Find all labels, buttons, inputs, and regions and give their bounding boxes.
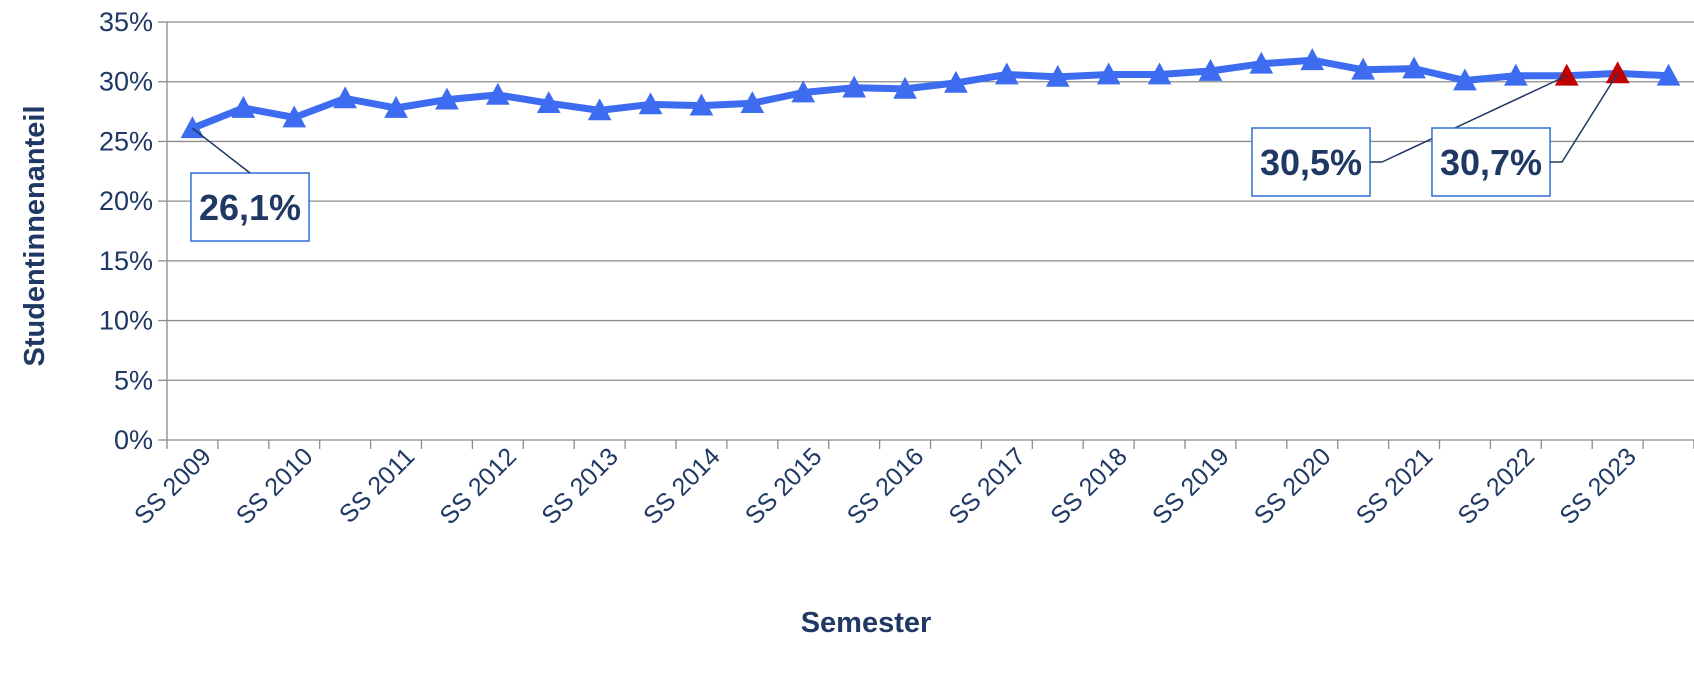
series-studentinnenanteil xyxy=(180,48,1681,139)
data-point xyxy=(1198,58,1223,81)
data-point xyxy=(893,76,917,99)
data-point xyxy=(1504,63,1528,86)
callout-box xyxy=(1251,127,1371,197)
x-tick-label: SS 2021 xyxy=(1351,442,1439,530)
data-point xyxy=(1147,62,1172,85)
x-tick-label: SS 2010 xyxy=(231,442,319,530)
x-tick-label: SS 2013 xyxy=(536,442,624,530)
x-axis-ticks: SS 2009 SS 2010 SS 2011 SS 2012 SS 2013 SS 20… xyxy=(129,442,1642,530)
x-tick-label: SS 2022 xyxy=(1452,442,1540,530)
x-tick-label: SS 2017 xyxy=(943,442,1031,530)
data-point xyxy=(1249,51,1274,74)
data-label-callouts: 26,1% 30,5% 30,7% xyxy=(190,72,1619,242)
x-tick-label: SS 2012 xyxy=(434,442,522,530)
data-point xyxy=(1096,62,1121,85)
y-tick-label: 25% xyxy=(99,126,153,156)
data-point xyxy=(333,86,357,109)
callout-leader xyxy=(1370,75,1568,163)
y-axis-ticks: 0% 5% 10% 15% 20% 25% 30% 35% xyxy=(99,7,168,455)
data-point xyxy=(587,98,612,121)
x-tick-label: SS 2019 xyxy=(1147,442,1235,530)
data-point xyxy=(842,75,866,98)
callout: 30,7% xyxy=(1431,127,1551,197)
data-point xyxy=(1351,57,1375,80)
data-point xyxy=(231,95,256,118)
y-axis-title: Studentinnenanteil xyxy=(19,106,51,367)
data-point xyxy=(689,93,714,116)
data-point xyxy=(1656,63,1681,86)
data-point xyxy=(536,91,561,114)
y-tick-label: 0% xyxy=(114,425,153,455)
x-tick-label: SS 2011 xyxy=(334,442,420,528)
data-point xyxy=(1045,64,1070,87)
y-tick-label: 20% xyxy=(99,186,153,216)
callout-label: 30,7% xyxy=(1440,142,1542,183)
x-axis-title: Semester xyxy=(801,607,932,639)
data-point xyxy=(486,82,510,105)
x-tick-label: SS 2015 xyxy=(740,442,828,530)
callout-box xyxy=(1431,127,1551,197)
data-point xyxy=(740,91,765,114)
data-point xyxy=(435,87,459,110)
data-point xyxy=(791,80,816,103)
callout-leader xyxy=(191,127,251,174)
y-tick-label: 5% xyxy=(114,365,153,395)
x-axis xyxy=(166,439,1694,449)
highlight-marker xyxy=(1554,63,1579,86)
series-line xyxy=(188,56,1672,132)
data-point xyxy=(282,105,307,128)
data-point xyxy=(1453,68,1477,91)
callout-leader xyxy=(1550,72,1619,163)
x-tick-label: SS 2018 xyxy=(1045,442,1133,530)
data-point xyxy=(384,95,408,118)
data-point xyxy=(638,92,663,115)
data-point xyxy=(1300,48,1325,71)
x-tick-label: SS 2023 xyxy=(1554,442,1642,530)
callout-label: 26,1% xyxy=(199,187,301,228)
x-tick-label: SS 2020 xyxy=(1249,442,1337,530)
data-point xyxy=(995,62,1019,85)
highlight-marker xyxy=(1605,61,1630,84)
y-tick-label: 35% xyxy=(99,7,153,37)
callout-label: 30,5% xyxy=(1260,142,1362,183)
y-tick-label: 30% xyxy=(99,67,153,97)
callout: 26,1% xyxy=(190,172,310,242)
x-tick-label: SS 2009 xyxy=(129,442,217,530)
callout: 30,5% xyxy=(1251,127,1371,197)
y-tick-label: 15% xyxy=(99,246,153,276)
gridlines xyxy=(167,21,1694,381)
data-point xyxy=(1402,56,1426,79)
x-tick-label: SS 2016 xyxy=(842,442,930,530)
x-tick-label: SS 2014 xyxy=(638,442,726,530)
data-point xyxy=(944,70,968,93)
y-tick-label: 10% xyxy=(99,306,153,336)
